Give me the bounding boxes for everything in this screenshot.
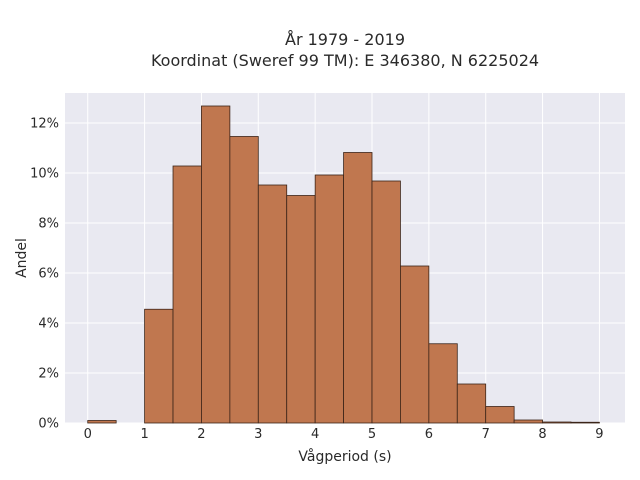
histogram-bar (343, 152, 373, 424)
y-tick-label: 6% (38, 267, 59, 282)
x-tick-label: 3 (254, 427, 262, 442)
y-axis-label: Andel (14, 238, 30, 278)
y-tick-label: 2% (38, 367, 59, 382)
chart-subtitle: Koordinat (Sweref 99 TM): E 346380, N 62… (151, 51, 539, 70)
histogram-bar (87, 420, 117, 424)
x-axis-label: Vågperiod (s) (298, 448, 391, 465)
x-tick-label: 1 (140, 427, 148, 442)
x-tick-label: 7 (482, 427, 490, 442)
histogram-bar (428, 343, 458, 424)
histogram-bar (314, 174, 344, 424)
histogram-bar (257, 184, 288, 424)
chart-title: År 1979 - 2019 (285, 30, 405, 49)
x-tick-label: 8 (538, 427, 546, 442)
histogram-bar (201, 105, 231, 424)
histogram-bar (144, 308, 174, 424)
histogram-bar (485, 406, 515, 424)
y-tick-labels: 0% 2% 4% 6% 8% 10% 12% (30, 117, 59, 432)
y-tick-label: 8% (38, 217, 59, 232)
histogram-bar (513, 419, 543, 424)
histogram-bar (172, 165, 202, 424)
histogram-bar (400, 265, 430, 424)
histogram-bar (286, 195, 316, 424)
x-tick-labels: 0 1 2 3 4 5 6 7 8 9 (84, 427, 604, 442)
x-tick-label: 4 (311, 427, 319, 442)
histogram-bar (456, 383, 487, 424)
x-tick-label: 2 (197, 427, 205, 442)
bars (87, 105, 600, 424)
x-tick-label: 9 (595, 427, 603, 442)
y-tick-label: 0% (38, 417, 59, 432)
x-tick-label: 6 (425, 427, 433, 442)
y-tick-label: 10% (30, 167, 59, 182)
x-tick-label: 0 (84, 427, 92, 442)
histogram-bar (229, 136, 259, 424)
histogram-bar (371, 180, 401, 424)
y-tick-label: 4% (38, 317, 59, 332)
histogram-bar (542, 421, 572, 424)
histogram-bar (570, 421, 600, 424)
x-tick-label: 5 (368, 427, 376, 442)
y-tick-label: 12% (30, 117, 59, 132)
